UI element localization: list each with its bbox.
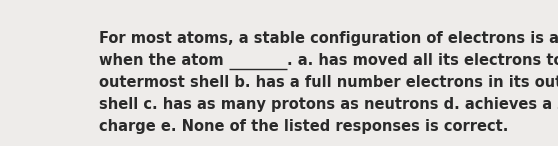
Text: shell c. has as many protons as neutrons d. achieves a zero net: shell c. has as many protons as neutrons… (99, 97, 558, 112)
Text: when the atom: when the atom (99, 53, 229, 68)
Text: charge e. None of the listed responses is correct.: charge e. None of the listed responses i… (99, 119, 508, 134)
Text: For most atoms, a stable configuration of electrons is attained: For most atoms, a stable configuration o… (99, 31, 558, 46)
Text: outermost shell b. has a full number electrons in its outermost: outermost shell b. has a full number ele… (99, 75, 558, 90)
Text: . a. has moved all its electrons to its: . a. has moved all its electrons to its (287, 53, 558, 68)
